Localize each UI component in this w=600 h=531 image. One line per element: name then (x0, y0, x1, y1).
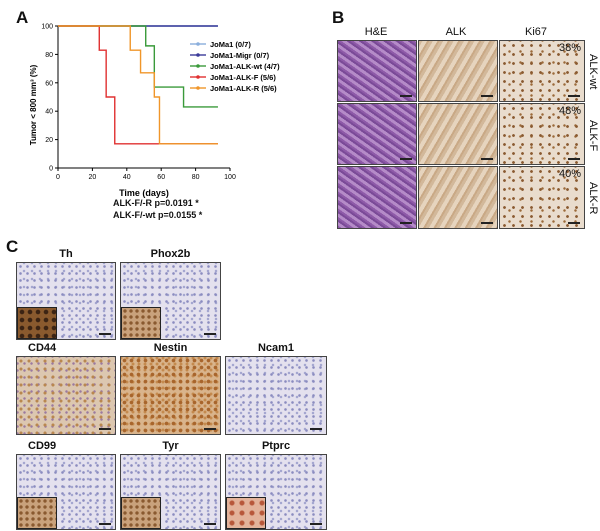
ki67-pct-alk-r: 40% (558, 168, 581, 180)
stain-title-ptprc: Ptprc (261, 440, 291, 452)
row-label-alk-r: ALK-R (587, 182, 599, 215)
he-image-alk-wt (337, 40, 417, 102)
legend-marker-3 (196, 75, 200, 79)
legend-marker-2 (196, 64, 200, 68)
cd99-inset (17, 497, 57, 529)
he-image-alk-f (337, 103, 417, 165)
th-image (16, 262, 116, 340)
ptprc-image (225, 454, 327, 530)
x-tick-label: 40 (123, 174, 131, 181)
legend-marker-1 (196, 53, 200, 57)
alk-image-alk-r (418, 166, 498, 229)
phox2b-image (120, 262, 221, 340)
nestin-image (120, 356, 221, 435)
panel-a-letter: A (16, 8, 29, 27)
y-tick-label: 80 (45, 52, 53, 59)
legend-marker-0 (196, 42, 200, 46)
stain-title-phox2b: Phox2b (150, 248, 191, 260)
stain-title-tyr: Tyr (162, 440, 179, 452)
col-title-alk: ALK (445, 26, 467, 38)
cd99-image (16, 454, 116, 530)
stain-title-th: Th (59, 248, 73, 260)
y-tick-label: 0 (49, 166, 53, 173)
y-tick-label: 40 (45, 109, 53, 116)
survival-curve-3 (58, 25, 218, 145)
chart-axes: 0 20 40 60 80 100 0 20 40 60 80 100 (41, 24, 236, 182)
x-tick-label: 100 (224, 174, 236, 181)
stain-title-nestin: Nestin (153, 342, 188, 354)
stain-title-ncam1: Ncam1 (257, 342, 295, 354)
legend-label-0: JoMa1 (0/7) (210, 40, 251, 49)
y-axis-label: Tumor < 800 mm³ (%) (29, 64, 38, 145)
alk-image-alk-wt (418, 40, 498, 102)
ptprc-inset (226, 497, 266, 529)
x-tick-label: 20 (89, 174, 97, 181)
ki67-image-alk-wt: 38% (499, 40, 585, 102)
row-label-alk-f: ALK-F (587, 120, 599, 152)
tyr-inset (121, 497, 161, 529)
stain-title-cd99: CD99 (28, 440, 57, 452)
phox2b-inset (121, 307, 161, 339)
he-image-alk-r (337, 166, 417, 229)
p-value-1: ALK-F/-R p=0.0191 * (113, 198, 199, 208)
legend-label-4: JoMa1-ALK-R (5/6) (210, 84, 277, 93)
row-label-alk-wt: ALK-wt (587, 54, 599, 90)
stain-title-cd44: CD44 (28, 342, 57, 354)
x-axis-label: Time (days) (119, 188, 169, 198)
ncam1-image (225, 356, 327, 435)
y-tick-label: 20 (45, 137, 53, 144)
x-tick-label: 0 (56, 174, 60, 181)
x-tick-label: 80 (192, 174, 200, 181)
x-tick-label: 60 (157, 174, 165, 181)
ki67-image-alk-f: 48% (499, 103, 585, 165)
legend-label-2: JoMa1-ALK-wt (4/7) (210, 62, 280, 71)
chart-lines (58, 25, 218, 145)
ki67-pct-alk-wt: 38% (558, 42, 581, 54)
col-title-he: H&E (364, 26, 388, 38)
legend-label-1: JoMa1-Migr (0/7) (210, 51, 270, 60)
survival-curve-4 (58, 25, 218, 145)
ki67-pct-alk-f: 48% (558, 105, 581, 117)
cd44-image (16, 356, 116, 435)
ki67-image-alk-r: 40% (499, 166, 585, 229)
y-tick-label: 60 (45, 80, 53, 87)
y-tick-label: 100 (41, 24, 53, 31)
th-inset (17, 307, 57, 339)
panel-b-letter: B (332, 8, 345, 27)
chart-legend: JoMa1 (0/7) JoMa1-Migr (0/7) JoMa1-ALK-wt … (190, 40, 280, 93)
col-title-ki67: Ki67 (524, 26, 548, 38)
survival-curve-2 (58, 25, 218, 108)
tyr-image (120, 454, 221, 530)
alk-image-alk-f (418, 103, 498, 165)
p-value-2: ALK-F/-wt p=0.0155 * (113, 210, 203, 220)
legend-label-3: JoMa1-ALK-F (5/6) (210, 73, 276, 82)
legend-marker-4 (196, 86, 200, 90)
panel-c-letter: C (6, 237, 19, 256)
